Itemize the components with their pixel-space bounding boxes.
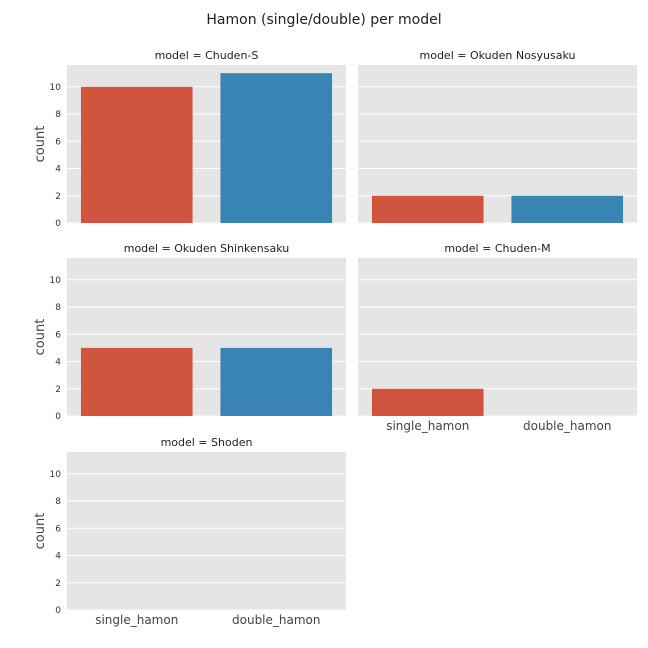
bar-single-hamon bbox=[80, 86, 193, 223]
y-tick-label: 6 bbox=[55, 137, 61, 147]
y-axis-label: count bbox=[33, 126, 48, 163]
chart-title: Hamon (single/double) per model bbox=[206, 12, 441, 28]
y-axis-label: count bbox=[33, 513, 48, 550]
facet-panel-okuden-shinkensaku: model = Okuden Shinkensaku 0 2 4 6 8 10 count bbox=[33, 242, 346, 422]
y-axis-label: count bbox=[33, 319, 48, 356]
bar-single-hamon bbox=[371, 388, 484, 416]
y-tick-label: 4 bbox=[55, 358, 61, 368]
y-tick-label: 6 bbox=[55, 524, 61, 534]
y-tick-label: 0 bbox=[55, 219, 61, 229]
facet-title: model = Chuden-M bbox=[444, 242, 550, 255]
x-tick-label: double_hamon bbox=[232, 613, 321, 627]
y-tick-label: 0 bbox=[55, 606, 61, 616]
y-tick-label: 6 bbox=[55, 330, 61, 340]
y-tick-label: 4 bbox=[55, 165, 61, 175]
facet-panel-chuden-m: model = Chuden-M single_hamon double_hamon bbox=[358, 242, 637, 433]
facet-title: model = Chuden-S bbox=[155, 49, 259, 62]
x-tick-label: single_hamon bbox=[386, 419, 469, 433]
x-tick-label: double_hamon bbox=[523, 419, 612, 433]
bar-single-hamon bbox=[80, 347, 193, 416]
facet-panel-chuden-s: model = Chuden-S 0 2 4 6 8 10 count bbox=[33, 49, 346, 229]
y-tick-label: 10 bbox=[50, 83, 62, 93]
y-tick-label: 8 bbox=[55, 303, 61, 313]
y-tick-label: 10 bbox=[50, 470, 62, 480]
bar-double-hamon bbox=[511, 195, 624, 223]
y-tick-label: 4 bbox=[55, 552, 61, 562]
plot-background bbox=[67, 452, 346, 610]
y-tick-label: 10 bbox=[50, 276, 62, 286]
y-tick-label: 8 bbox=[55, 497, 61, 507]
y-tick-label: 2 bbox=[55, 385, 61, 395]
y-tick-label: 0 bbox=[55, 412, 61, 422]
bar-single-hamon bbox=[371, 195, 484, 223]
facet-panel-shoden: model = Shoden 0 2 4 6 8 10 count single_hamon do… bbox=[33, 436, 346, 627]
facet-title: model = Okuden Nosyusaku bbox=[420, 49, 576, 62]
y-tick-label: 2 bbox=[55, 579, 61, 589]
facet-title: model = Okuden Shinkensaku bbox=[124, 242, 290, 255]
bar-double-hamon bbox=[220, 73, 333, 223]
y-tick-label: 2 bbox=[55, 192, 61, 202]
facet-title: model = Shoden bbox=[161, 436, 253, 449]
bar-double-hamon bbox=[220, 347, 333, 416]
y-tick-label: 8 bbox=[55, 110, 61, 120]
x-tick-label: single_hamon bbox=[95, 613, 178, 627]
facet-panel-okuden-nosyusaku: model = Okuden Nosyusaku bbox=[358, 49, 637, 224]
